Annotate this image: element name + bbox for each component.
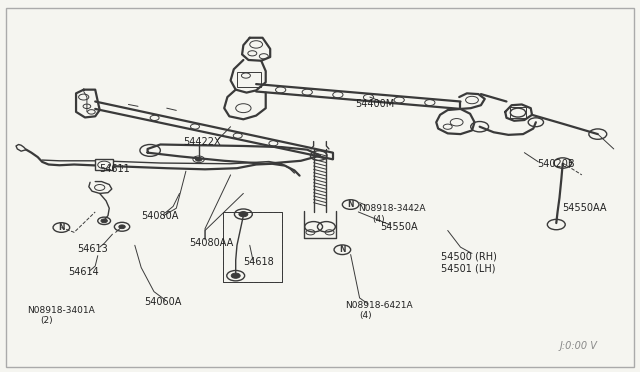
Text: 54080A: 54080A xyxy=(141,211,179,221)
Bar xyxy=(95,159,113,170)
Circle shape xyxy=(195,157,202,161)
Bar xyxy=(237,72,261,87)
Bar xyxy=(223,212,282,282)
Text: 54060A: 54060A xyxy=(145,296,182,307)
Text: N: N xyxy=(348,200,354,209)
Text: N08918-3442A: N08918-3442A xyxy=(358,204,426,213)
Text: 54500 (RH): 54500 (RH) xyxy=(442,251,497,262)
Text: N08918-3401A: N08918-3401A xyxy=(28,306,95,315)
Text: 54614: 54614 xyxy=(68,267,99,277)
Circle shape xyxy=(101,219,108,223)
Text: 54611: 54611 xyxy=(100,164,131,174)
Text: 54020B: 54020B xyxy=(537,159,575,169)
Text: 54550AA: 54550AA xyxy=(563,203,607,213)
Text: N: N xyxy=(58,223,65,232)
Bar xyxy=(223,212,282,282)
Text: 54422X: 54422X xyxy=(182,137,220,147)
Text: 54618: 54618 xyxy=(243,257,274,267)
Bar xyxy=(509,108,526,118)
Text: (2): (2) xyxy=(40,316,53,325)
Text: 54080AA: 54080AA xyxy=(189,238,234,248)
Circle shape xyxy=(239,212,248,217)
Text: J:0:00 V: J:0:00 V xyxy=(559,341,597,351)
Circle shape xyxy=(119,225,125,229)
Text: N: N xyxy=(339,245,346,254)
Text: 54501 (LH): 54501 (LH) xyxy=(442,263,496,273)
Text: 54550A: 54550A xyxy=(381,222,419,232)
Text: N08918-6421A: N08918-6421A xyxy=(346,301,413,310)
Text: (4): (4) xyxy=(360,311,372,320)
Text: 54400M: 54400M xyxy=(355,99,394,109)
Circle shape xyxy=(231,273,240,278)
Text: 54613: 54613 xyxy=(77,244,108,254)
Text: (4): (4) xyxy=(372,215,385,224)
